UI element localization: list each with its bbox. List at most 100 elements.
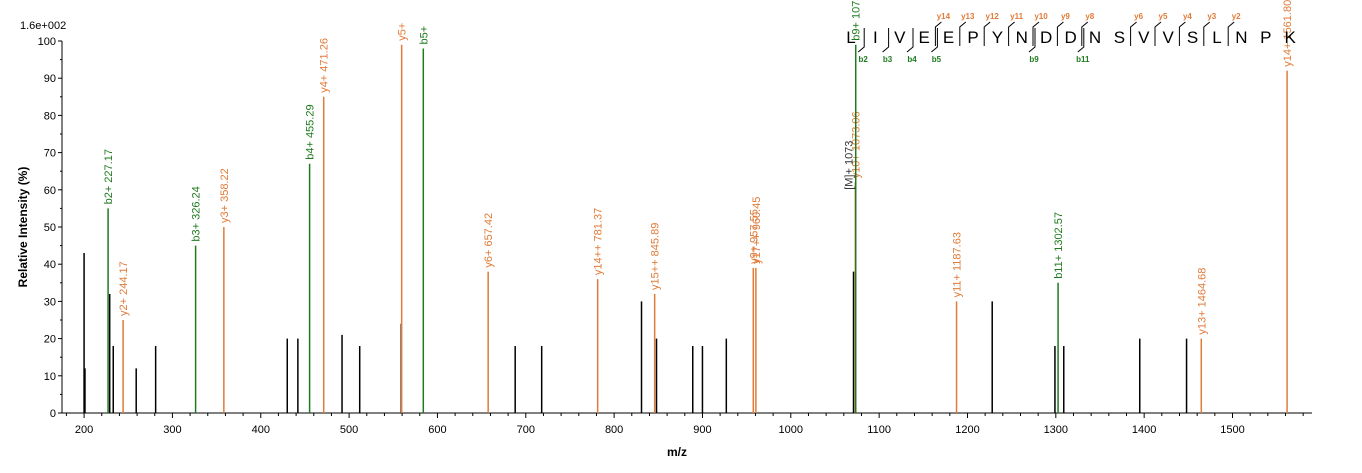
precursor-label: [M]+ 1073 <box>844 141 856 190</box>
y-ion-label: y6 <box>1134 12 1143 21</box>
peak-label: y13+ 1464.68 <box>1196 268 1208 335</box>
sequence-residue: S <box>1114 28 1125 47</box>
sequence-residue: L <box>846 28 855 47</box>
y-tick-label: 40 <box>44 259 56 271</box>
x-tick-label: 1100 <box>867 424 891 436</box>
peak-label: y2+ 244.17 <box>118 261 130 316</box>
peak-label: b11+ 1302.57 <box>1053 212 1065 279</box>
sequence-residue: P <box>1260 28 1271 47</box>
peak-label: y14++ 781.37 <box>593 208 605 275</box>
y-tick-label: 80 <box>44 110 56 122</box>
peaks: b2+ 227.17 y2+ 244.17 b3+ 326.24 y3+ 358.22… <box>83 0 1294 413</box>
sequence-residue: L <box>1212 28 1221 47</box>
sequence-residue: Y <box>992 28 1003 47</box>
peak-label: b3+ 326.24 <box>191 186 203 241</box>
b-ion-bracket <box>882 28 890 53</box>
y-ion-label: y3 <box>1207 12 1216 21</box>
y-ion-label: y5 <box>1159 12 1168 21</box>
b-ion-label: b11 <box>1076 55 1090 64</box>
y-tick-label: 10 <box>44 371 56 383</box>
y-ion-label: y2 <box>1232 12 1241 21</box>
y-axis-title: Relative Intensity (%) <box>16 167 30 288</box>
y-tick-label: 50 <box>44 222 56 234</box>
x-tick-label: 1300 <box>1044 424 1068 436</box>
peak-label: y5+ <box>397 23 409 41</box>
peak-label: b9+ 1073.5 <box>851 0 863 41</box>
x-tick-label: 600 <box>428 424 446 436</box>
y-tick-label: 100 <box>38 36 56 48</box>
b-ion-bracket <box>1028 28 1036 53</box>
y-ion-label: y10 <box>1034 12 1048 21</box>
sequence-residue: D <box>1064 28 1076 47</box>
b-ion-label: b4 <box>907 55 917 64</box>
y-ion-bracket <box>1008 21 1015 46</box>
y-ion-bracket <box>1081 21 1089 46</box>
sequence-residue: N <box>1235 28 1247 47</box>
y-ion-bracket <box>934 21 942 46</box>
y-tick-label: 70 <box>44 148 56 160</box>
b-ion-bracket <box>1077 28 1085 53</box>
intensity-scale-label: 1.6e+002 <box>20 20 66 32</box>
axes: 0 10 20 30 40 50 60 70 80 90 100 200 300 400 500 600 700… <box>38 36 1312 436</box>
sequence-residue: E <box>943 28 954 47</box>
sequence-residue: N <box>1089 28 1101 47</box>
peak-label: y17++ 960.45 <box>751 197 763 264</box>
x-tick-label: 1000 <box>779 424 803 436</box>
y-ion-bracket <box>1203 21 1211 46</box>
y-ion-bracket <box>1154 21 1162 46</box>
y-ion-bracket <box>1227 21 1235 46</box>
sequence-residue: K <box>1285 28 1297 47</box>
peak-label: y3+ 358.22 <box>219 168 231 223</box>
y-ion-bracket <box>1178 21 1186 46</box>
sequence-residue: V <box>1163 28 1175 47</box>
sequence-residue: P <box>967 28 978 47</box>
b-ion-label: b5 <box>932 55 942 64</box>
peak-label: y4+ 471.26 <box>319 38 331 93</box>
peak-label: b2+ 227.17 <box>103 149 115 204</box>
sequence-residue: D <box>1040 28 1052 47</box>
y-tick-label: 60 <box>44 185 56 197</box>
peak-label: y9+ 957.55 <box>748 209 760 264</box>
y-ion-bracket <box>959 21 967 46</box>
y-tick-label: 90 <box>44 73 56 85</box>
x-tick-label: 800 <box>605 424 623 436</box>
y-tick-label: 0 <box>50 408 56 420</box>
x-axis-title: m/z <box>667 445 687 459</box>
x-tick-label: 900 <box>693 424 711 436</box>
x-tick-label: 1500 <box>1220 424 1244 436</box>
sequence-residue: N <box>1016 28 1028 47</box>
y-ion-label: y12 <box>986 12 1000 21</box>
peak-label: y14+ 1561.80 <box>1282 0 1294 67</box>
sequence-residue: I <box>873 28 878 47</box>
peak-label: y15++ 845.89 <box>650 223 662 290</box>
y-ion-label: y4 <box>1183 12 1192 21</box>
x-tick-label: 400 <box>252 424 270 436</box>
sequence-residue: V <box>894 28 906 47</box>
x-tick-label: 500 <box>340 424 358 436</box>
y-ion-bracket <box>1032 21 1040 46</box>
b-ion-label: b9 <box>1029 55 1039 64</box>
y-ion-label: y8 <box>1085 12 1094 21</box>
y-ion-label: y13 <box>961 12 975 21</box>
precursor: [M]+ 1073 <box>844 141 856 190</box>
peak-label: b5+ <box>418 26 430 45</box>
x-tick-label: 1200 <box>955 424 979 436</box>
b-ion-bracket <box>906 28 914 53</box>
y-ion-bracket <box>1056 21 1064 46</box>
b-ion-label: b3 <box>883 55 893 64</box>
y-ion-label: y11 <box>1010 12 1023 21</box>
y-ion-label: y9 <box>1061 12 1070 21</box>
y-ion-bracket <box>1130 21 1137 46</box>
b-ion-label: b2 <box>859 55 869 64</box>
sequence-residue: E <box>919 28 930 47</box>
x-tick-label: 200 <box>75 424 93 436</box>
x-tick-label: 1400 <box>1132 424 1156 436</box>
sequence-residue: S <box>1187 28 1198 47</box>
b-ion-bracket <box>931 28 938 53</box>
peak-label: y6+ 657.42 <box>483 213 495 268</box>
peak-label: y11+ 1187.63 <box>952 232 964 297</box>
y-ion-label: y14 <box>937 12 951 21</box>
peak-label: b4+ 455.29 <box>305 104 317 159</box>
